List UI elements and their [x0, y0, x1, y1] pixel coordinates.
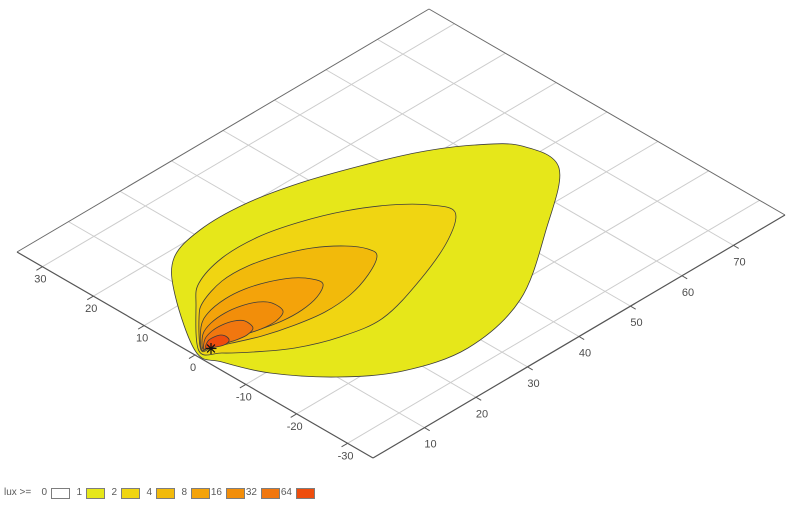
legend-item-swatch [156, 487, 175, 499]
legend-item-value: 64 [280, 487, 292, 498]
legend-item-lux-8: 8 [175, 487, 210, 499]
x-axis-tick [681, 275, 688, 280]
legend-item-lux-2: 2 [105, 487, 140, 499]
x-axis-tick [475, 396, 482, 401]
source-marker [206, 344, 216, 353]
y-axis-tick [290, 413, 297, 418]
y-axis-tick [137, 325, 145, 330]
y-axis-tick [341, 442, 348, 448]
legend-item-value: 0 [41, 487, 47, 498]
y-axis-tick [188, 354, 196, 359]
x-axis-tick [630, 305, 636, 310]
y-axis-tick-label: 30 [34, 274, 46, 286]
legend-item-swatch [121, 487, 140, 499]
x-axis-tick-label: 30 [527, 378, 539, 390]
y-axis-tick [239, 383, 247, 389]
legend-item-lux-4: 4 [140, 487, 175, 499]
plane-edge-top-left [16, 8, 430, 253]
x-axis-tick [733, 244, 739, 249]
legend-item-lux-16: 16 [210, 487, 245, 499]
legend-title: lux >= [4, 487, 32, 498]
legend-item-value: 4 [146, 487, 152, 498]
legend-item-swatch [296, 487, 315, 499]
legend-item-lux-1: 1 [70, 487, 105, 499]
x-axis-tick [527, 366, 533, 371]
legend-item-value: 16 [210, 487, 222, 498]
plane-edge-top-right [428, 8, 786, 216]
y-axis-tick-label: -10 [236, 391, 252, 403]
grid-line-y [93, 52, 506, 297]
legend-item-value: 1 [76, 487, 82, 498]
x-axis-tick-label: 60 [682, 287, 694, 299]
legend-item-lux-0: 0 [35, 487, 70, 499]
legend-item-swatch [51, 487, 70, 499]
x-axis-tick [424, 427, 430, 432]
y-axis-tick-label: 0 [190, 362, 196, 374]
grid-line-y [42, 23, 455, 268]
x-axis-tick-label: 10 [424, 439, 436, 451]
legend-item-value: 32 [245, 487, 257, 498]
legend-item-lux-32: 32 [245, 487, 280, 499]
lux-legend: lux >= 0 1 2 4 8 16 32 64 [4, 487, 315, 499]
y-axis-tick-label: -30 [338, 450, 354, 462]
x-axis-tick-label: 20 [476, 408, 488, 420]
x-axis-tick-label: 50 [630, 317, 642, 329]
legend-item-swatch [261, 487, 280, 499]
y-axis-tick-label: 20 [85, 303, 97, 315]
grid-line-y [347, 199, 760, 444]
y-axis-tick [36, 266, 43, 271]
x-axis-tick-label: 40 [579, 348, 591, 360]
legend-item-swatch [226, 487, 245, 499]
legend-item-swatch [86, 487, 105, 499]
y-axis-tick-label: 10 [136, 333, 148, 345]
y-axis-tick [87, 295, 94, 301]
legend-item-value: 2 [111, 487, 117, 498]
legend-item-swatch [191, 487, 210, 499]
y-axis-tick-label: -20 [287, 421, 303, 433]
x-axis-tick-label: 70 [733, 256, 745, 268]
x-axis-tick [578, 336, 585, 340]
legend-item-value: 8 [181, 487, 187, 498]
legend-item-lux-64: 64 [280, 487, 315, 499]
